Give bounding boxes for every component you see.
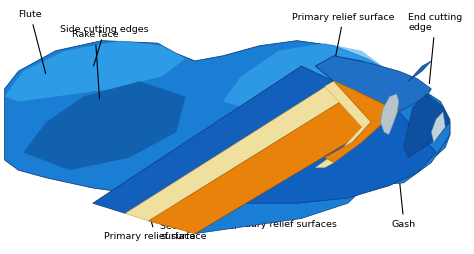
Polygon shape [325, 81, 399, 163]
Polygon shape [431, 112, 445, 142]
Text: End cutting
edge: End cutting edge [408, 13, 463, 84]
Text: Primary relief surface: Primary relief surface [104, 181, 207, 241]
Polygon shape [23, 81, 185, 170]
Polygon shape [195, 56, 450, 234]
Polygon shape [167, 89, 315, 203]
Text: Secondary relief surfaces: Secondary relief surfaces [216, 155, 337, 229]
Polygon shape [380, 94, 399, 135]
Polygon shape [315, 56, 431, 112]
Text: Rake face: Rake face [72, 30, 118, 99]
Text: Primary relief surface: Primary relief surface [292, 13, 395, 73]
Text: Flute: Flute [18, 10, 46, 73]
Polygon shape [408, 61, 431, 81]
Polygon shape [125, 81, 357, 221]
Text: Side cutting edges: Side cutting edges [60, 25, 149, 66]
Polygon shape [93, 66, 334, 213]
Polygon shape [315, 81, 371, 168]
Text: Secondary relief
surface: Secondary relief surface [160, 186, 237, 241]
Text: Gash: Gash [392, 155, 416, 229]
Polygon shape [5, 41, 185, 102]
Polygon shape [223, 43, 390, 112]
Polygon shape [148, 91, 399, 234]
Polygon shape [195, 112, 436, 234]
Polygon shape [5, 41, 450, 203]
Polygon shape [403, 94, 450, 157]
